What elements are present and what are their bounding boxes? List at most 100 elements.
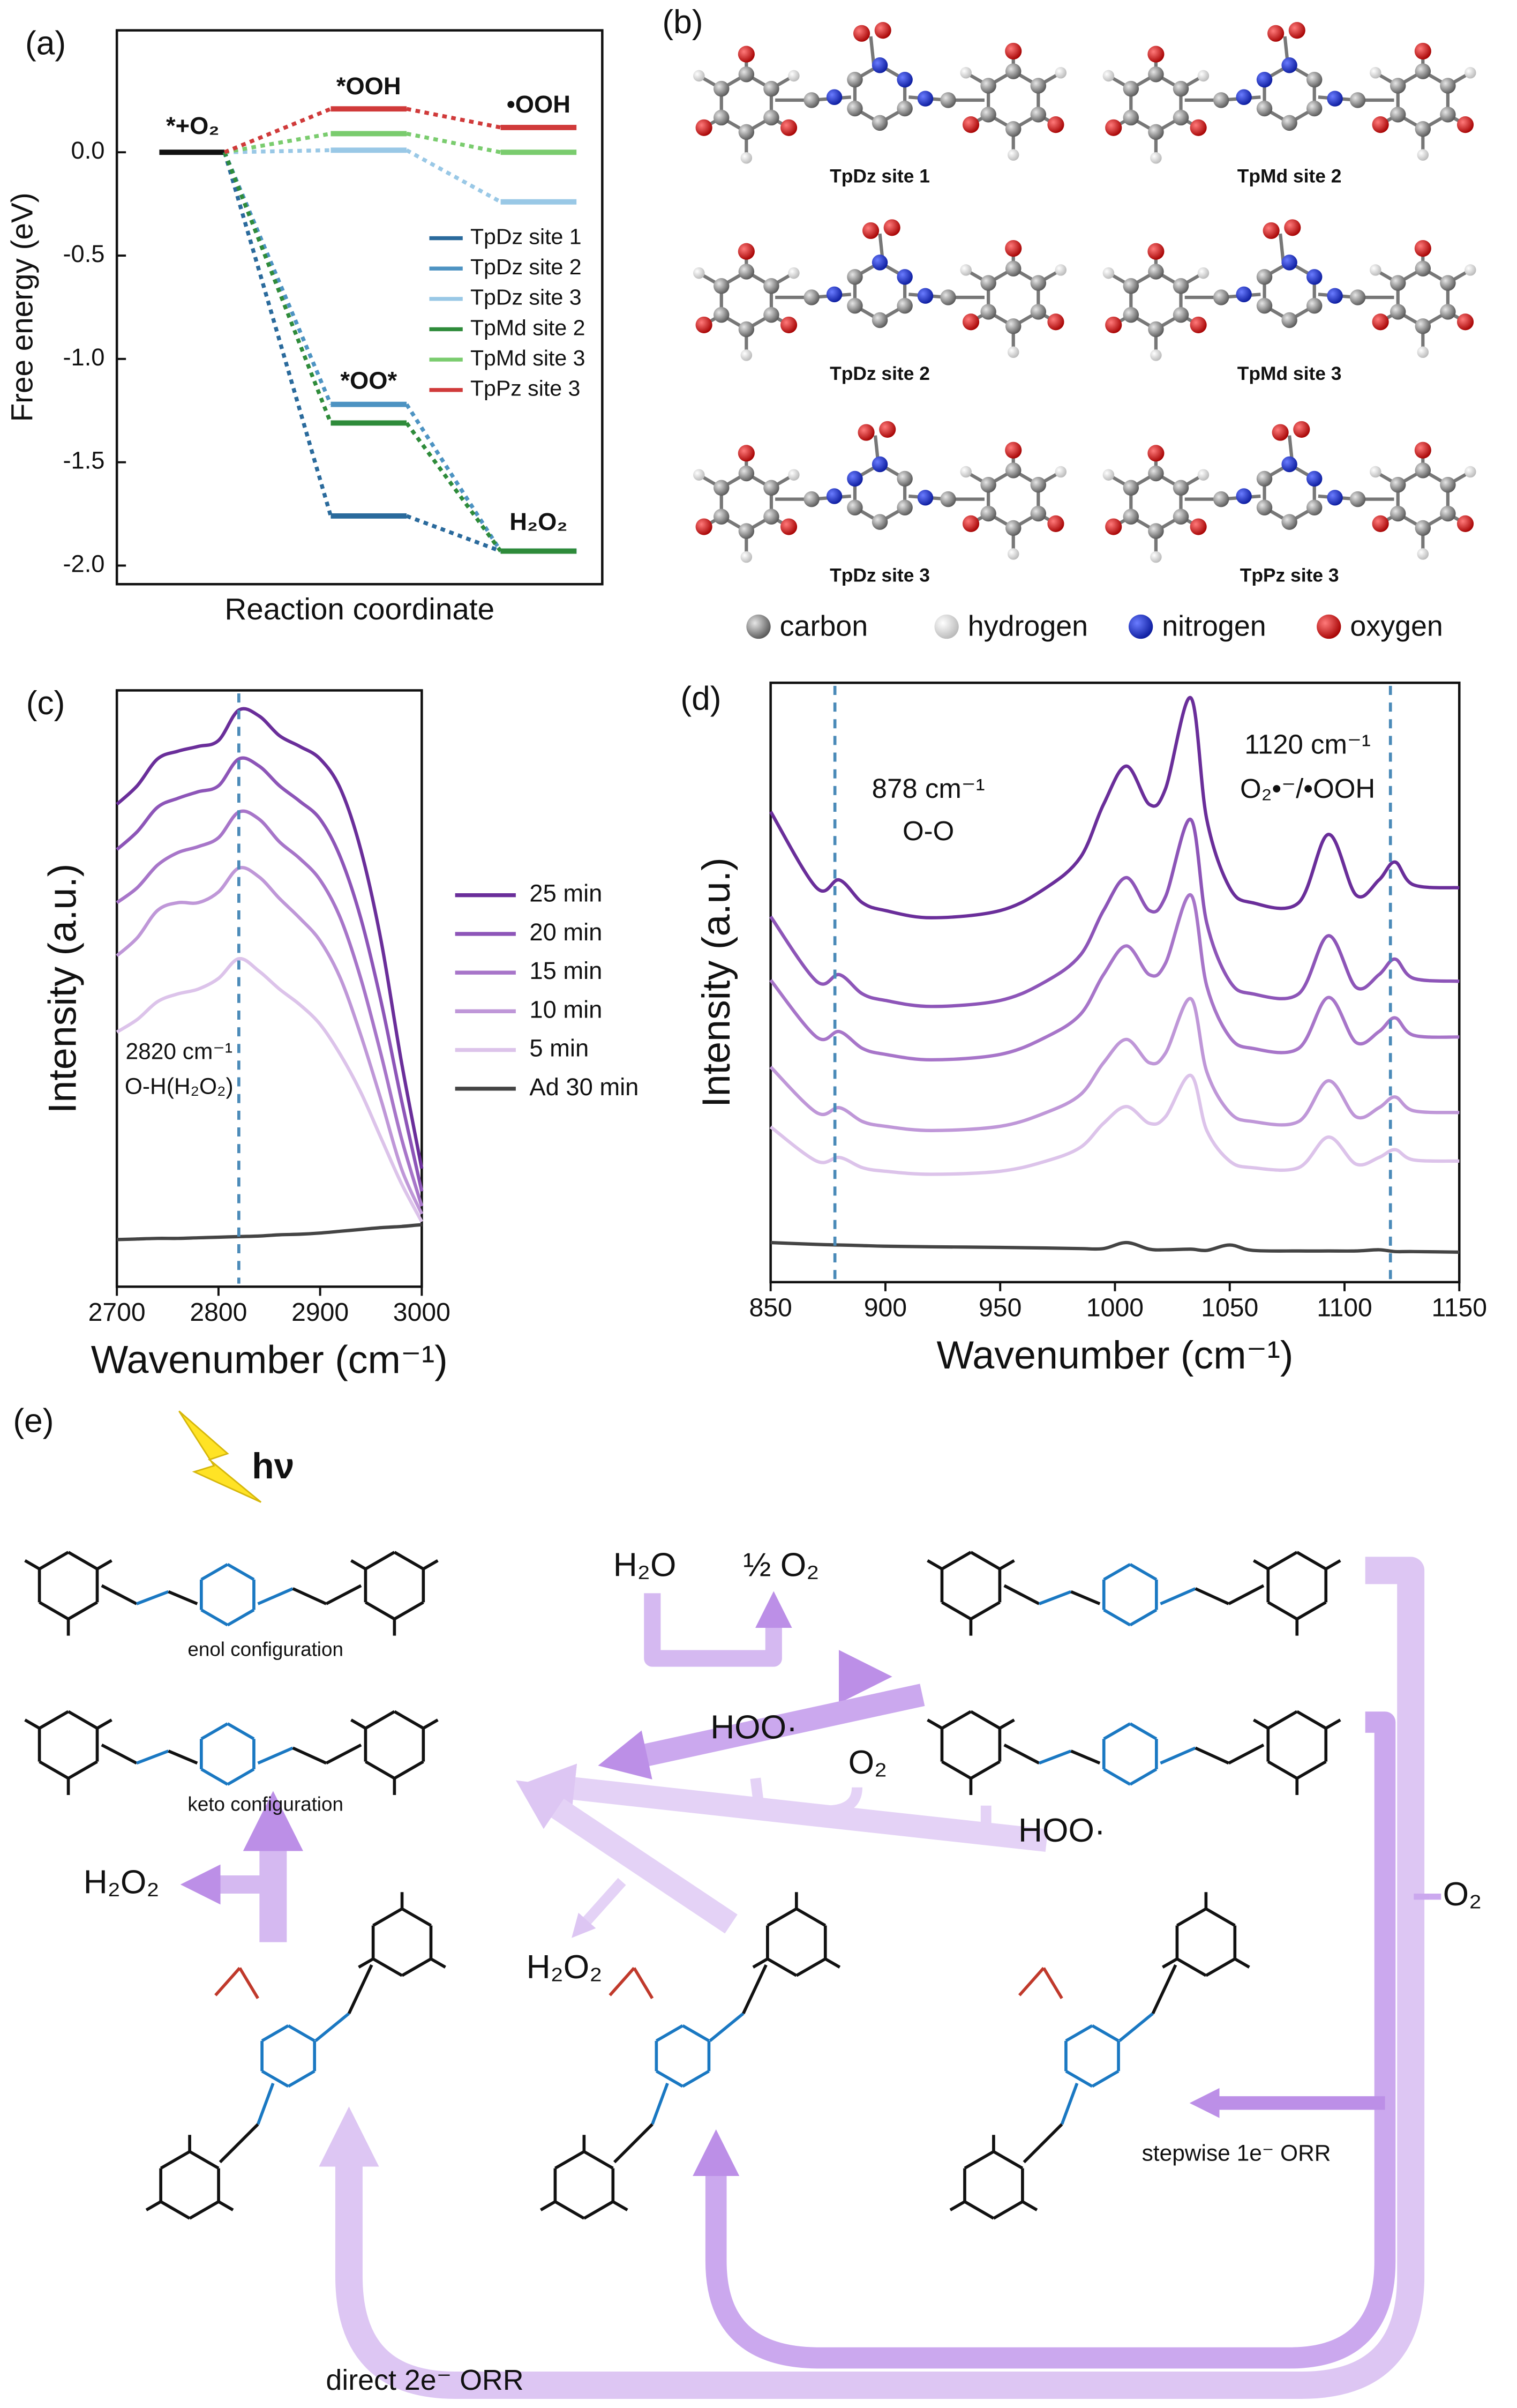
- atom: [940, 491, 956, 507]
- atom: [1030, 477, 1047, 493]
- peak-annotation: O-H(H₂O₂): [125, 1074, 234, 1099]
- skeletal-bond: [651, 2083, 669, 2125]
- atom: [897, 269, 913, 285]
- skeletal-bond: [358, 1957, 374, 1969]
- legend-label: TpDz site 1: [470, 224, 582, 249]
- skeletal-bond: [949, 2200, 966, 2211]
- skeletal-bond: [422, 1718, 439, 1730]
- atom: [1005, 42, 1022, 60]
- skeletal-bond: [655, 2069, 684, 2088]
- atom: [738, 523, 755, 539]
- skeletal-bond: [1160, 1746, 1196, 1765]
- skeletal-bond: [145, 2200, 162, 2211]
- legend-label: TpMd site 3: [470, 346, 585, 370]
- atom: [1173, 278, 1189, 294]
- atom: [763, 306, 779, 323]
- atom: [1047, 515, 1064, 532]
- skeletal-bond: [219, 2123, 259, 2164]
- state-label: •OOH: [507, 91, 570, 118]
- scheme-label: H₂O: [613, 1547, 677, 1584]
- x-tick-label: 950: [979, 1293, 1022, 1322]
- atom: [1256, 71, 1273, 88]
- molecule-label: TpMd site 2: [1237, 166, 1342, 187]
- atom: [897, 499, 913, 515]
- skeletal-bond: [39, 1710, 69, 1730]
- skeletal-bond: [941, 1710, 972, 1730]
- connector: [406, 131, 501, 154]
- skeletal-bond: [39, 1760, 69, 1780]
- y-tick-label: -1.0: [63, 343, 104, 371]
- skeletal-bond: [970, 1601, 1001, 1620]
- atom: [738, 66, 755, 83]
- skeletal-bond: [350, 1559, 366, 1571]
- skeletal-bond: [1103, 1768, 1131, 1786]
- skeletal-bond: [1065, 2024, 1093, 2043]
- skeletal-bond: [993, 2200, 1024, 2220]
- atom-legend-marker: [934, 614, 959, 639]
- atom: [1456, 515, 1474, 532]
- atom: [897, 71, 913, 88]
- skeletal-bond: [393, 1710, 424, 1730]
- atom: [826, 286, 843, 303]
- atom: [1150, 551, 1162, 563]
- skeletal-bond: [1103, 1722, 1131, 1740]
- atom: [980, 275, 996, 291]
- atom: [960, 67, 972, 79]
- atom: [872, 255, 888, 271]
- skeletal-bond: [350, 1718, 366, 1730]
- skeletal-bond: [372, 1907, 403, 1927]
- atom: [1197, 70, 1210, 82]
- atom: [1123, 80, 1139, 97]
- atom: [1281, 115, 1297, 131]
- atom: [695, 518, 712, 535]
- atom: [847, 297, 863, 314]
- atom: [1147, 46, 1165, 63]
- molecule-label: TpPz site 3: [1240, 565, 1339, 586]
- skeletal-bond: [325, 1744, 362, 1765]
- atom: [1102, 267, 1115, 279]
- connector: [405, 148, 502, 204]
- plot-frame: [115, 689, 423, 1288]
- skeletal-bond: [261, 2069, 289, 2088]
- atom: [1390, 505, 1406, 522]
- y-tick-label: 0.0: [71, 137, 105, 164]
- skeletal-bond: [1129, 1563, 1158, 1581]
- legend-label: TpDz site 2: [470, 255, 582, 279]
- skeletal-bond: [292, 1746, 327, 1765]
- skeletal-bond: [1267, 1760, 1298, 1780]
- skeletal-bond: [1228, 1744, 1265, 1765]
- skeletal-bond: [1267, 1551, 1298, 1571]
- skeletal-bond: [227, 1722, 255, 1740]
- peak-annotation: 2820 cm⁻¹: [126, 1038, 232, 1064]
- o2-in-arrow: [750, 1777, 862, 1816]
- atom: [788, 70, 800, 82]
- skeletal-bond: [39, 1601, 69, 1620]
- skeletal-bond: [709, 2012, 745, 2042]
- y-axis-label: Intensity (a.u.): [40, 864, 84, 1113]
- atom-legend-marker: [1128, 614, 1153, 639]
- skeletal-bond: [365, 1710, 395, 1730]
- atom: [738, 264, 755, 280]
- skeletal-bond: [1176, 1907, 1207, 1927]
- atom: [1306, 470, 1323, 487]
- skeletal-bond: [1003, 1744, 1040, 1765]
- skeletal-bond: [1234, 1957, 1250, 1969]
- atom: [693, 469, 705, 481]
- atom: [1415, 260, 1431, 276]
- skeletal-bond: [941, 1760, 972, 1780]
- skeletal-bond: [681, 2024, 710, 2043]
- atom: [1284, 219, 1301, 236]
- atom: [695, 119, 712, 136]
- atom: [1390, 107, 1406, 123]
- atom: [1173, 80, 1189, 97]
- skeletal-bond: [1151, 1964, 1177, 2014]
- atom: [940, 289, 956, 305]
- skeletal-bond: [430, 1957, 446, 1969]
- atom: [1147, 445, 1165, 462]
- skeletal-bond: [1296, 1760, 1327, 1780]
- spectrum-line: [770, 1240, 1460, 1254]
- skeletal-bond: [160, 2150, 191, 2170]
- atom: [803, 92, 820, 108]
